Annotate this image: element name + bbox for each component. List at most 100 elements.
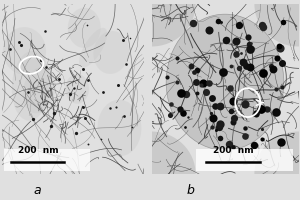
Point bbox=[230, 100, 235, 103]
Point bbox=[260, 23, 264, 27]
Point bbox=[243, 65, 248, 68]
Point bbox=[221, 70, 226, 73]
Point bbox=[236, 67, 241, 70]
Point bbox=[218, 136, 222, 139]
Point bbox=[243, 103, 248, 106]
Point bbox=[265, 108, 269, 111]
Point bbox=[228, 86, 233, 89]
Point bbox=[82, 116, 87, 119]
Point bbox=[247, 42, 252, 45]
Point bbox=[232, 117, 237, 120]
Point bbox=[260, 128, 265, 131]
Ellipse shape bbox=[107, 0, 196, 46]
Point bbox=[181, 111, 186, 115]
Point bbox=[116, 84, 121, 87]
Point bbox=[177, 107, 182, 110]
Point bbox=[185, 116, 190, 119]
Point bbox=[121, 39, 126, 42]
Point bbox=[100, 90, 105, 93]
Point bbox=[213, 104, 218, 107]
Ellipse shape bbox=[107, 132, 196, 200]
Point bbox=[129, 125, 134, 128]
Point bbox=[252, 143, 256, 146]
FancyBboxPatch shape bbox=[196, 148, 292, 171]
Point bbox=[260, 25, 265, 28]
Point bbox=[122, 114, 126, 117]
Ellipse shape bbox=[93, 31, 129, 74]
Point bbox=[260, 138, 265, 141]
Point bbox=[199, 83, 204, 86]
Point bbox=[281, 20, 286, 23]
Point bbox=[178, 91, 183, 95]
Point bbox=[26, 90, 30, 93]
Point bbox=[242, 134, 247, 138]
Point bbox=[175, 81, 180, 84]
Point bbox=[85, 24, 90, 27]
Point bbox=[74, 132, 79, 135]
Point bbox=[175, 57, 180, 60]
Circle shape bbox=[166, 14, 284, 150]
Point bbox=[261, 71, 266, 74]
Point bbox=[38, 59, 43, 62]
Point bbox=[276, 45, 281, 48]
Point bbox=[7, 47, 12, 50]
Point bbox=[231, 121, 236, 124]
Ellipse shape bbox=[68, 8, 101, 48]
FancyBboxPatch shape bbox=[4, 148, 90, 171]
Point bbox=[195, 92, 200, 95]
Point bbox=[237, 23, 242, 26]
Point bbox=[258, 108, 263, 111]
Point bbox=[209, 112, 214, 115]
Point bbox=[210, 117, 215, 120]
Point bbox=[234, 39, 239, 42]
Point bbox=[128, 36, 133, 39]
Point bbox=[231, 146, 236, 149]
Point bbox=[274, 56, 279, 60]
Point bbox=[269, 65, 274, 68]
Point bbox=[31, 117, 36, 120]
Point bbox=[218, 104, 223, 107]
Point bbox=[191, 22, 196, 25]
Text: a: a bbox=[34, 184, 41, 196]
Point bbox=[253, 111, 258, 114]
Point bbox=[124, 63, 128, 66]
Point bbox=[81, 105, 85, 108]
Ellipse shape bbox=[23, 67, 56, 113]
Ellipse shape bbox=[12, 51, 50, 121]
Text: 200  nm: 200 nm bbox=[213, 146, 254, 155]
Point bbox=[44, 65, 49, 69]
Ellipse shape bbox=[3, 27, 46, 75]
Point bbox=[207, 29, 212, 32]
Point bbox=[270, 68, 275, 71]
Point bbox=[249, 41, 254, 45]
Point bbox=[209, 125, 214, 129]
Point bbox=[68, 93, 72, 96]
Point bbox=[85, 79, 90, 82]
Point bbox=[48, 124, 53, 127]
Point bbox=[71, 86, 76, 90]
Point bbox=[108, 107, 112, 110]
Point bbox=[273, 87, 278, 90]
Ellipse shape bbox=[98, 100, 141, 156]
Point bbox=[52, 111, 57, 114]
Point bbox=[192, 70, 197, 73]
Point bbox=[165, 76, 170, 79]
Point bbox=[229, 65, 234, 68]
Point bbox=[234, 52, 239, 55]
Point bbox=[18, 44, 23, 47]
Point bbox=[279, 141, 284, 144]
Point bbox=[215, 20, 220, 23]
Ellipse shape bbox=[79, 28, 107, 68]
Ellipse shape bbox=[254, 0, 300, 46]
Point bbox=[240, 60, 245, 63]
Ellipse shape bbox=[254, 132, 300, 200]
Point bbox=[203, 91, 208, 94]
Point bbox=[239, 51, 244, 55]
Point bbox=[210, 96, 214, 99]
Point bbox=[248, 66, 252, 69]
Point bbox=[183, 125, 188, 128]
Text: b: b bbox=[187, 184, 194, 196]
Point bbox=[229, 109, 234, 112]
Point bbox=[246, 36, 250, 39]
Point bbox=[219, 21, 224, 24]
